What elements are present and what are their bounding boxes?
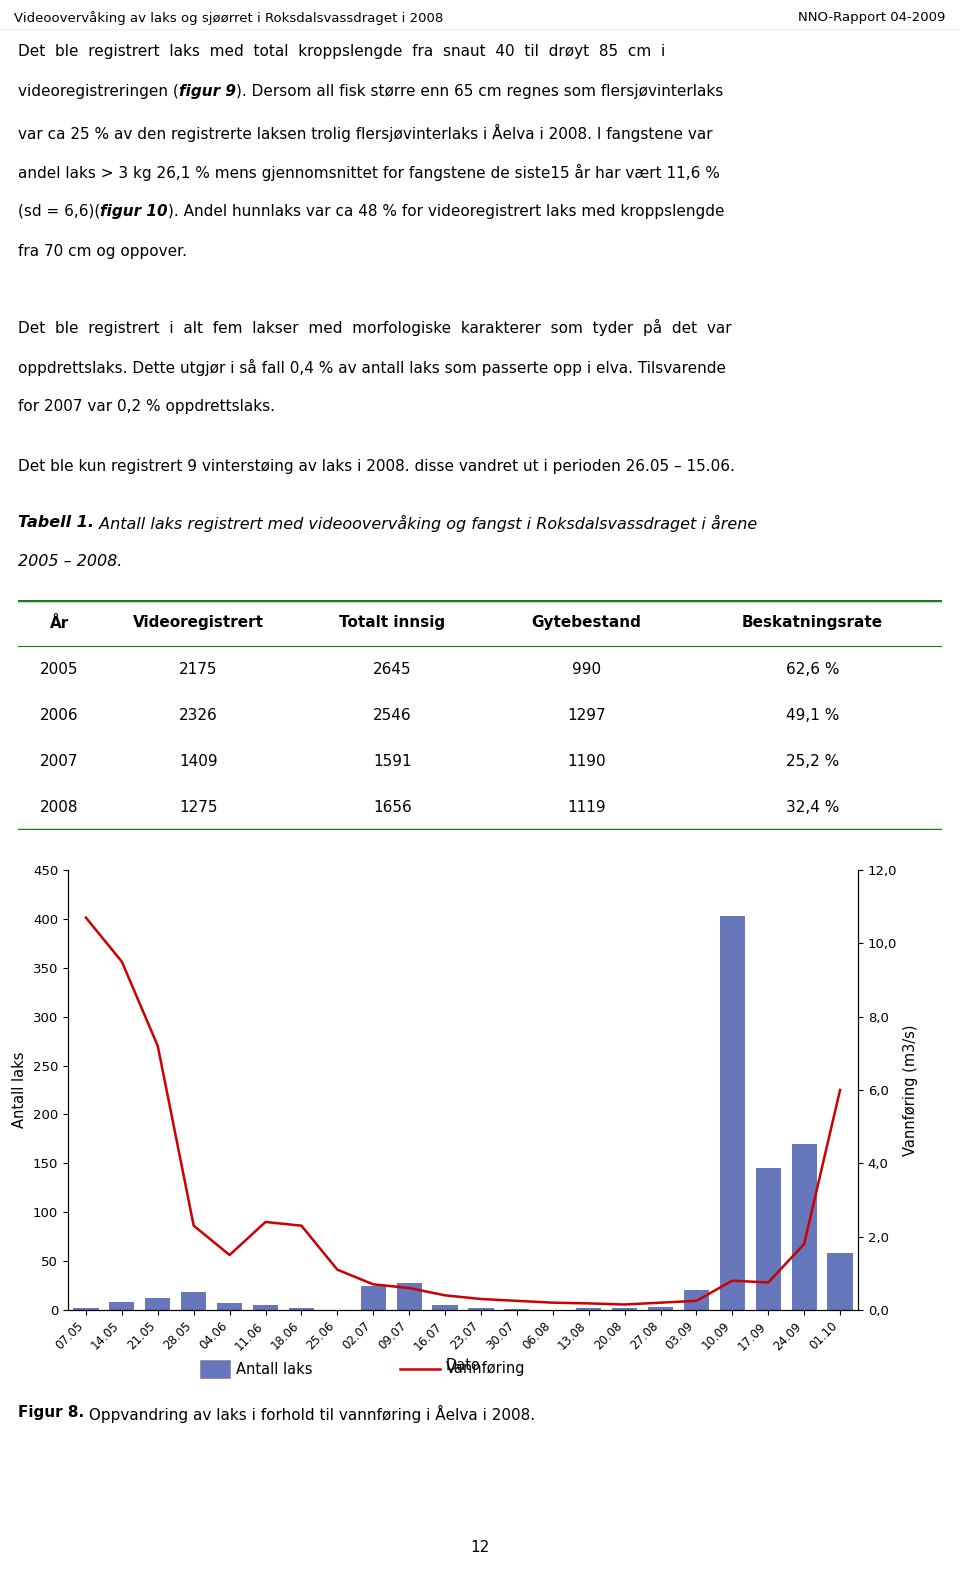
Bar [145,1298,170,1309]
Text: (sd = 6,6)(: (sd = 6,6)( [18,204,100,219]
Bar [396,1283,421,1309]
Text: 2005: 2005 [40,662,79,676]
Text: for 2007 var 0,2 % oppdrettslaks.: for 2007 var 0,2 % oppdrettslaks. [18,399,275,413]
Text: 49,1 %: 49,1 % [786,707,839,723]
Text: Det  ble  registrert  i  alt  fem  lakser  med  morfologiske  karakterer  som  t: Det ble registrert i alt fem lakser med … [18,319,732,336]
Bar [720,916,745,1309]
Text: Videoregistrert: Videoregistrert [132,616,264,630]
Bar [648,1306,673,1309]
Text: År: År [50,616,69,630]
Text: Vannføring: Vannføring [446,1361,525,1377]
Text: 1591: 1591 [372,753,412,769]
Text: videoregistreringen (: videoregistreringen ( [18,83,179,99]
Text: 12: 12 [470,1541,490,1555]
Text: Gytebestand: Gytebestand [531,616,641,630]
Text: Det  ble  registrert  laks  med  total  kroppslengde  fra  snaut  40  til  drøyt: Det ble registrert laks med total kropps… [18,44,665,60]
Text: 2005 – 2008.: 2005 – 2008. [18,553,122,569]
Bar [612,1308,637,1309]
Text: Totalt innsig: Totalt innsig [339,616,445,630]
Text: Figur 8.: Figur 8. [18,1405,84,1420]
Bar [756,1168,780,1309]
Bar [109,1302,134,1309]
Text: 2007: 2007 [40,753,79,769]
Text: Antall laks: Antall laks [236,1361,313,1377]
Text: Det ble kun registrert 9 vinterstøing av laks i 2008. disse vandret ut i periode: Det ble kun registrert 9 vinterstøing av… [18,459,734,475]
Text: 32,4 %: 32,4 % [786,800,839,814]
Bar [792,1144,817,1309]
Bar [684,1291,709,1309]
Text: 2006: 2006 [40,707,79,723]
Text: 990: 990 [572,662,601,676]
Bar [181,1292,206,1309]
Bar [576,1308,601,1309]
Bar [432,1305,458,1309]
Text: 2645: 2645 [372,662,412,676]
Text: figur 10: figur 10 [100,204,168,219]
Y-axis label: Antall laks: Antall laks [12,1052,27,1129]
Text: 1297: 1297 [567,707,606,723]
Text: Antall laks registrert med videoovervåking og fangst i Roksdalsvassdraget i åren: Antall laks registrert med videoovervåki… [94,516,757,531]
Bar [252,1305,278,1309]
Text: 2175: 2175 [179,662,217,676]
Text: andel laks > 3 kg 26,1 % mens gjennomsnittet for fangstene de siste15 år har vær: andel laks > 3 kg 26,1 % mens gjennomsni… [18,163,720,181]
Text: 1409: 1409 [179,753,218,769]
Bar [361,1286,386,1309]
Text: ). Andel hunnlaks var ca 48 % for videoregistrert laks med kroppslengde: ). Andel hunnlaks var ca 48 % for videor… [168,204,725,219]
Text: 1656: 1656 [372,800,412,814]
Text: var ca 25 % av den registrerte laksen trolig flersjøvinterlaks i Åelva i 2008. I: var ca 25 % av den registrerte laksen tr… [18,124,712,141]
Text: figur 9: figur 9 [179,83,236,99]
X-axis label: Dato: Dato [445,1358,480,1374]
Bar [289,1308,314,1309]
Text: 1119: 1119 [567,800,606,814]
Bar [200,1360,230,1379]
Text: Tabell 1.: Tabell 1. [18,516,94,530]
Bar [217,1303,242,1309]
Text: 2546: 2546 [372,707,412,723]
Bar [828,1253,852,1309]
Text: fra 70 cm og oppover.: fra 70 cm og oppover. [18,244,187,259]
Text: 2008: 2008 [40,800,79,814]
Text: ). Dersom all fisk større enn 65 cm regnes som flersjøvinterlaks: ). Dersom all fisk større enn 65 cm regn… [236,83,723,99]
Text: oppdrettslaks. Dette utgjør i så fall 0,4 % av antall laks som passerte opp i el: oppdrettslaks. Dette utgjør i så fall 0,… [18,358,726,376]
Text: 2326: 2326 [179,707,218,723]
Text: Beskatningsrate: Beskatningsrate [742,616,883,630]
Text: NNO-Rapport 04-2009: NNO-Rapport 04-2009 [798,11,946,25]
Text: 25,2 %: 25,2 % [786,753,839,769]
Text: 1190: 1190 [567,753,606,769]
Text: Oppvandring av laks i forhold til vannføring i Åelva i 2008.: Oppvandring av laks i forhold til vannfø… [84,1405,536,1423]
Y-axis label: Vannføring (m3/s): Vannføring (m3/s) [902,1025,918,1155]
Bar [468,1308,493,1309]
Text: Videoovervåking av laks og sjøørret i Roksdalsvassdraget i 2008: Videoovervåking av laks og sjøørret i Ro… [14,11,444,25]
Text: 1275: 1275 [179,800,217,814]
Text: 62,6 %: 62,6 % [786,662,839,676]
Bar [73,1308,99,1309]
